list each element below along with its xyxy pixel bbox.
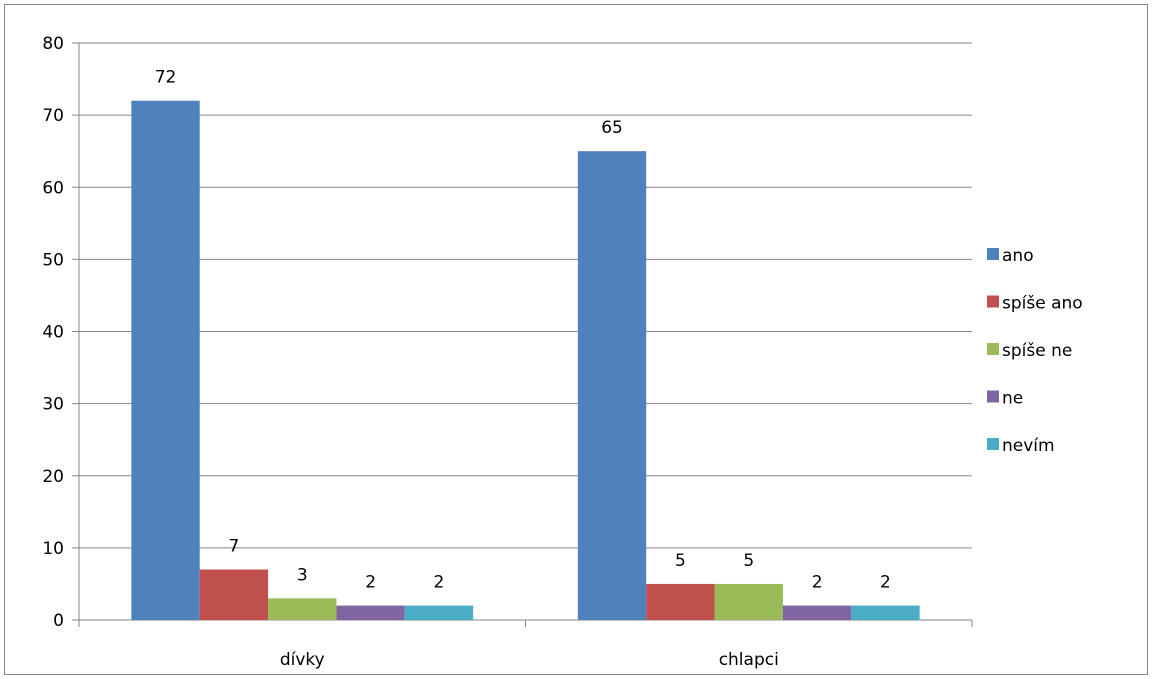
data-label: 72 [155,68,177,88]
data-label: 2 [434,573,445,593]
y-tick-label: 80 [42,34,64,54]
legend-swatch [987,390,999,403]
data-label: 2 [812,573,823,593]
x-category-label: chlapci [719,650,779,670]
bar [577,151,647,620]
bar [199,569,269,620]
legend-swatch [987,295,999,308]
legend-swatch [987,343,999,355]
legend-label: spíše ano [1002,294,1083,314]
bar [268,598,337,620]
data-label: 2 [880,573,891,593]
axes: 0 10 20 30 40 50 60 70 80 dívky chlapci [42,34,973,670]
legend-label: ne [1002,389,1023,409]
bar [646,583,715,620]
y-tick-label: 10 [42,539,64,559]
legend-label: nevím [1002,436,1055,456]
y-tick-label: 20 [42,467,64,487]
data-labels: 72 7 3 2 2 65 5 5 2 2 [155,68,891,593]
bar [714,583,783,620]
data-label: 3 [297,565,308,585]
y-tick-label: 40 [42,323,64,343]
data-label: 65 [601,118,623,138]
data-label: 5 [743,551,754,571]
bar [336,605,405,620]
data-label: 5 [675,551,686,571]
data-label: 2 [365,573,376,593]
legend-swatch [987,248,999,260]
legend-label: spíše ne [1002,341,1072,361]
y-tick-label: 60 [42,178,64,198]
bar [782,605,852,620]
bar [851,605,920,620]
x-category-label: dívky [280,650,325,670]
bar [131,100,200,620]
y-tick-label: 70 [42,106,64,126]
bars [131,100,920,620]
y-tick-label: 0 [53,611,64,631]
y-tick-label: 30 [42,395,64,415]
data-label: 7 [228,537,239,557]
legend-label: ano [1002,246,1034,266]
gridlines [79,42,972,549]
legend: ano spíše ano spíše ne ne nevím [987,246,1083,456]
bar [404,605,474,620]
y-tick-label: 50 [42,250,64,270]
legend-swatch [987,438,999,450]
